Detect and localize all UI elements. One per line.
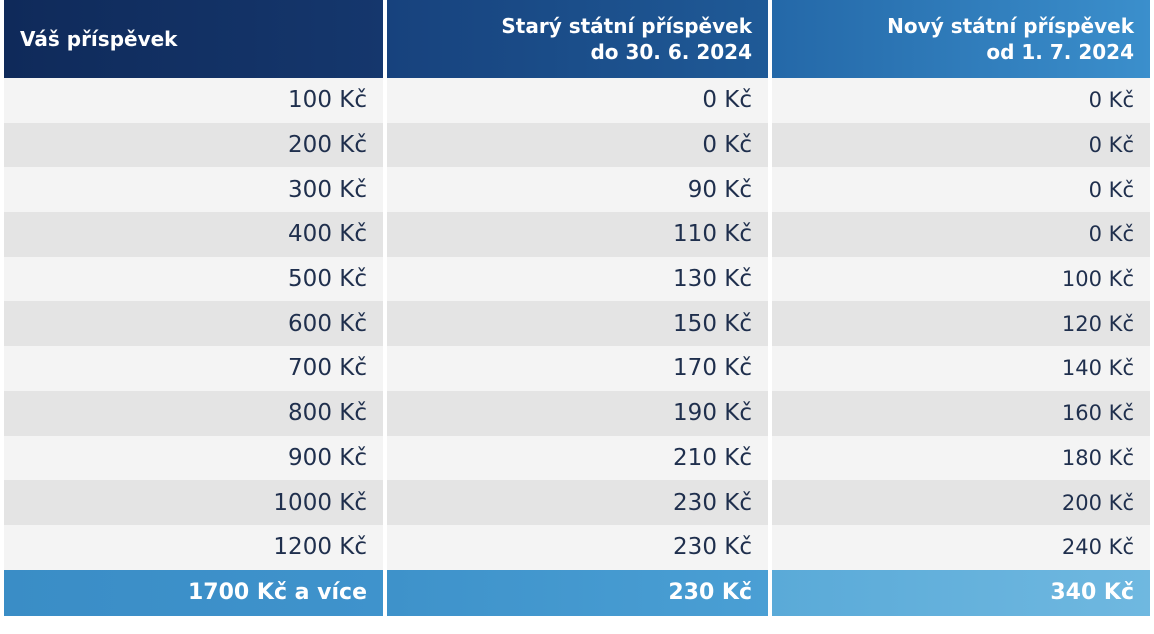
contribution-table-container: Váš příspěvek Starý státní příspěvek do …: [4, 0, 1150, 634]
total-your-contribution: 1700 Kč a více: [4, 569, 387, 616]
cell-new-contribution: 0 Kč: [772, 122, 1150, 168]
total-row: 1700 Kč a více 230 Kč 340 Kč: [4, 569, 1150, 616]
cell-your-contribution: 200 Kč: [4, 122, 387, 168]
header-row: Váš příspěvek Starý státní příspěvek do …: [4, 0, 1150, 78]
header-new-state-contribution: Nový státní příspěvek od 1. 7. 2024: [772, 0, 1150, 78]
cell-old-contribution: 150 Kč: [387, 301, 772, 347]
cell-new-contribution: 200 Kč: [772, 480, 1150, 525]
table-row: 100 Kč 0 Kč 0 Kč: [4, 78, 1150, 123]
table-row: 1200 Kč 230 Kč 240 Kč: [4, 524, 1150, 570]
cell-new-contribution: 0 Kč: [772, 167, 1150, 213]
cell-your-contribution: 800 Kč: [4, 390, 387, 436]
cell-old-contribution: 190 Kč: [387, 390, 772, 436]
table-row: 300 Kč 90 Kč 0 Kč: [4, 167, 1150, 213]
cell-old-contribution: 230 Kč: [387, 524, 772, 570]
cell-your-contribution: 500 Kč: [4, 256, 387, 302]
cell-old-contribution: 130 Kč: [387, 256, 772, 302]
cell-your-contribution: 100 Kč: [4, 78, 387, 123]
total-old-contribution: 230 Kč: [387, 569, 772, 616]
table-row: 500 Kč 130 Kč 100 Kč: [4, 256, 1150, 302]
cell-new-contribution: 0 Kč: [772, 78, 1150, 123]
table-row: 200 Kč 0 Kč 0 Kč: [4, 122, 1150, 168]
cell-old-contribution: 0 Kč: [387, 78, 772, 123]
table-row: 1000 Kč 230 Kč 200 Kč: [4, 480, 1150, 525]
header-your-contribution-label: Váš příspěvek: [20, 27, 178, 51]
cell-old-contribution: 0 Kč: [387, 122, 772, 168]
header-old-line1: Starý státní příspěvek: [501, 14, 752, 38]
table-row: 600 Kč 150 Kč 120 Kč: [4, 301, 1150, 347]
contribution-table: Váš příspěvek Starý státní příspěvek do …: [4, 0, 1150, 616]
header-new-line2: od 1. 7. 2024: [986, 40, 1134, 64]
table-row: 800 Kč 190 Kč 160 Kč: [4, 390, 1150, 436]
cell-your-contribution: 700 Kč: [4, 346, 387, 391]
table-header: Váš příspěvek Starý státní příspěvek do …: [4, 0, 1150, 78]
cell-your-contribution: 1000 Kč: [4, 480, 387, 525]
cell-your-contribution: 1200 Kč: [4, 524, 387, 570]
cell-your-contribution: 400 Kč: [4, 212, 387, 257]
cell-new-contribution: 160 Kč: [772, 390, 1150, 436]
cell-old-contribution: 230 Kč: [387, 480, 772, 525]
table-row: 400 Kč 110 Kč 0 Kč: [4, 212, 1150, 257]
header-old-state-contribution: Starý státní příspěvek do 30. 6. 2024: [387, 0, 772, 78]
cell-new-contribution: 240 Kč: [772, 524, 1150, 570]
cell-old-contribution: 170 Kč: [387, 346, 772, 391]
cell-new-contribution: 120 Kč: [772, 301, 1150, 347]
cell-old-contribution: 110 Kč: [387, 212, 772, 257]
cell-old-contribution: 90 Kč: [387, 167, 772, 213]
total-new-contribution: 340 Kč: [772, 569, 1150, 616]
cell-old-contribution: 210 Kč: [387, 435, 772, 481]
table-row: 900 Kč 210 Kč 180 Kč: [4, 435, 1150, 481]
table-row: 700 Kč 170 Kč 140 Kč: [4, 346, 1150, 391]
header-old-line2: do 30. 6. 2024: [590, 40, 752, 64]
cell-new-contribution: 0 Kč: [772, 212, 1150, 257]
header-your-contribution: Váš příspěvek: [4, 0, 387, 78]
cell-your-contribution: 900 Kč: [4, 435, 387, 481]
cell-your-contribution: 300 Kč: [4, 167, 387, 213]
cell-new-contribution: 180 Kč: [772, 435, 1150, 481]
table-body: 100 Kč 0 Kč 0 Kč 200 Kč 0 Kč 0 Kč 300 Kč 90 Kč 0…: [4, 78, 1150, 616]
header-new-line1: Nový státní příspěvek: [887, 14, 1134, 38]
cell-new-contribution: 140 Kč: [772, 346, 1150, 391]
cell-your-contribution: 600 Kč: [4, 301, 387, 347]
cell-new-contribution: 100 Kč: [772, 256, 1150, 302]
